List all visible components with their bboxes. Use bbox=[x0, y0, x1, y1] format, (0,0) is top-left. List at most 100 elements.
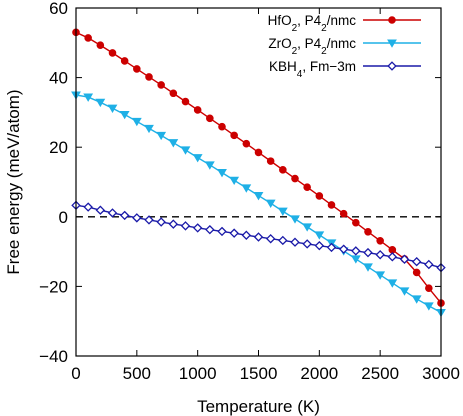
series-3-point bbox=[119, 210, 130, 221]
series-1-point bbox=[266, 157, 275, 165]
legend-entry-2: ZrO2, P42/nmc bbox=[268, 36, 421, 57]
series-1-point bbox=[218, 122, 226, 131]
plot-frame bbox=[75, 7, 442, 357]
series-2-point bbox=[217, 169, 227, 178]
legend-marker-sample bbox=[387, 61, 397, 71]
series-2-point bbox=[375, 271, 386, 280]
series-2-point bbox=[411, 295, 422, 304]
series-3-point bbox=[95, 205, 106, 215]
series-1-point bbox=[84, 34, 92, 42]
series-1-point bbox=[193, 106, 202, 114]
series-1-point bbox=[412, 268, 421, 277]
x-tick-label: 2500 bbox=[361, 364, 399, 383]
series-1-point bbox=[303, 183, 311, 192]
series-1-point bbox=[242, 139, 251, 148]
series-3-point bbox=[278, 235, 288, 246]
series-3 bbox=[71, 200, 446, 273]
series-1-point bbox=[157, 81, 165, 89]
series-3-point bbox=[83, 202, 93, 212]
series-1-point bbox=[352, 218, 360, 227]
series-1-point bbox=[169, 89, 178, 98]
series-1-point bbox=[327, 201, 336, 209]
series-1-point bbox=[206, 114, 214, 123]
series-3-point bbox=[424, 259, 434, 270]
x-tick-label: 1000 bbox=[179, 364, 217, 383]
series-2-point bbox=[107, 104, 118, 114]
series-3-point bbox=[253, 232, 264, 242]
series-3-point bbox=[338, 244, 349, 254]
series-2-line bbox=[75, 94, 442, 314]
series-2-point bbox=[229, 176, 240, 186]
series-3-point bbox=[290, 237, 300, 247]
series-3-point bbox=[180, 221, 191, 231]
series-2-point bbox=[350, 255, 361, 264]
legend-label: KBH4, Fm−3m bbox=[269, 59, 356, 80]
series-2-point bbox=[277, 207, 288, 217]
x-tick-label: 3000 bbox=[422, 364, 460, 383]
x-tick-label: 0 bbox=[71, 364, 80, 383]
series-1-point bbox=[279, 166, 287, 174]
series-3-point bbox=[375, 250, 385, 260]
x-tick-label: 2000 bbox=[300, 364, 338, 383]
series-1-point bbox=[96, 41, 105, 50]
series-1-point bbox=[315, 192, 324, 200]
series-1-point bbox=[181, 97, 190, 106]
series-3-point bbox=[265, 234, 276, 244]
series-2-point bbox=[192, 154, 203, 163]
legend-entry-3: KBH4, Fm−3m bbox=[269, 59, 421, 80]
x-axis-label: Temperature (K) bbox=[197, 397, 320, 416]
series-3-point bbox=[144, 215, 154, 225]
series-1-point bbox=[425, 284, 433, 292]
series-3-point bbox=[156, 217, 166, 227]
y-axis-label: Free energy (meV/atom) bbox=[4, 89, 23, 274]
series-3-point bbox=[387, 252, 398, 262]
series-3-point bbox=[314, 240, 325, 251]
axis-layer: 0 500 1000 1500 2000 2500 3000 −40 −20 0 20 40 60 bbox=[39, 0, 460, 383]
series-3-point bbox=[205, 224, 215, 235]
series-1-point bbox=[291, 174, 299, 183]
series-2-point bbox=[119, 110, 130, 120]
series-2-point bbox=[399, 287, 410, 296]
series-3-point bbox=[229, 228, 239, 238]
series-3-point bbox=[351, 246, 361, 256]
series-1-point bbox=[120, 57, 129, 65]
y-tick-label: −20 bbox=[39, 277, 68, 296]
series-2-point bbox=[314, 231, 325, 240]
x-tick-label: 1500 bbox=[240, 364, 278, 383]
series-3-point bbox=[132, 213, 142, 223]
series-3-point bbox=[326, 242, 337, 253]
series-2-point bbox=[204, 161, 215, 170]
series-2-point bbox=[95, 98, 106, 108]
series-1 bbox=[72, 28, 445, 307]
series-3-point bbox=[399, 254, 410, 264]
series-2-point bbox=[241, 184, 252, 193]
legend-label: ZrO2, P42/nmc bbox=[268, 36, 356, 57]
series-2-point bbox=[253, 192, 264, 201]
series-2-point bbox=[131, 117, 142, 127]
y-tick-label: 20 bbox=[49, 138, 68, 157]
y-tick-label: 0 bbox=[59, 208, 68, 227]
series-1-point bbox=[254, 148, 263, 157]
series-1-point bbox=[145, 73, 153, 81]
series-3-point bbox=[168, 219, 179, 229]
series-2-point bbox=[180, 146, 191, 155]
series-3-point bbox=[107, 208, 118, 218]
series-3-point bbox=[411, 256, 422, 267]
series-2-point bbox=[290, 215, 300, 224]
series-2-point bbox=[83, 93, 94, 102]
series-1-point bbox=[339, 209, 348, 218]
series-1-point bbox=[133, 65, 141, 73]
series-1-point bbox=[364, 227, 372, 236]
series-2-point bbox=[156, 131, 167, 141]
y-tick-label: 60 bbox=[49, 0, 68, 18]
series-2-point bbox=[168, 139, 179, 148]
series-3-point bbox=[363, 247, 373, 258]
series-2-point bbox=[265, 199, 276, 209]
series-1-line bbox=[75, 31, 442, 304]
series-2-point bbox=[387, 279, 398, 288]
series-2-point bbox=[423, 302, 434, 311]
legend-label: HfO2, P42/nmc bbox=[268, 13, 357, 34]
series-layer bbox=[71, 28, 446, 318]
series-1-point bbox=[376, 237, 384, 245]
series-3-point bbox=[192, 223, 203, 233]
